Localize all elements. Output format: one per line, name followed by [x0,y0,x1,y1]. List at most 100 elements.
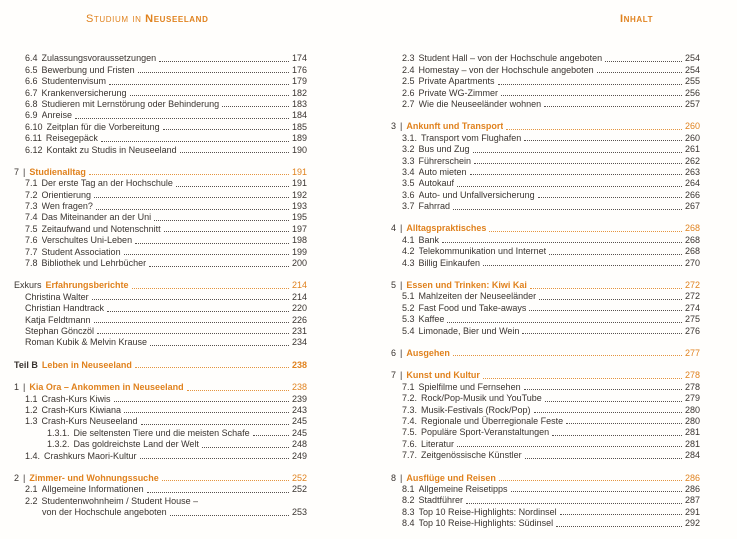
entry-title: Stadtführer [418,495,464,506]
entry-title: Studentenwohnheim / Student House – [41,495,199,506]
toc-entry-chapter: 5 | Essen und Trinken: Kiwi Kai 272 [391,279,700,290]
page-number: 243 [291,404,307,415]
entry-number: 2.6 [402,87,415,98]
page-number: 263 [684,166,700,177]
dot-leader [95,208,289,210]
toc-entry-item: 8.2 Stadtführer 287 [391,494,700,505]
toc-entry-excursus: Exkurs Erfahrungsberichte 214 [14,279,307,290]
toc-entry-chapter: 4 | Alltagspraktisches 268 [391,222,700,233]
entry-title: Ankunft und Transport [406,121,504,132]
entry-number: 8 [391,472,397,483]
dot-leader [91,299,289,301]
page-number: 292 [684,518,700,529]
entry-title: Crash-Kurs Kiwis [41,393,111,404]
entry-number: 5.1 [402,291,415,302]
toc-entry-person: Christina Walter 214 [14,290,307,302]
dot-leader [252,435,289,437]
toc-entry-item: 6.5 Bewerbung und Fristen 176 [14,63,307,75]
dot-leader [163,231,289,233]
entry-number: 6.6 [25,76,38,87]
page-number: 278 [684,381,700,392]
dot-leader [457,446,682,448]
entry-title: Zeitplan für die Vorbereitung [46,121,160,132]
dot-leader [442,242,682,244]
page-number: 191 [291,166,307,177]
page-number: 184 [291,110,307,121]
page-number: 249 [291,450,307,461]
dot-leader [162,129,289,131]
dot-leader [139,458,289,459]
page-number: 274 [684,302,700,313]
page-number: 281 [684,427,700,438]
page-number: 238 [291,382,307,393]
page-number: 279 [684,393,700,404]
entry-number: 7.6 [25,235,38,246]
toc-entry-item: 4.1 Bank 268 [391,233,700,245]
page-number: 280 [684,404,700,415]
page-number: 234 [291,337,307,348]
entry-title: Private Apartments [418,76,495,87]
entry-number: 1.3.1. [47,427,70,438]
dot-leader [472,151,682,153]
entry-title: Bewerbung und Fristen [41,64,135,75]
dot-leader [94,197,289,199]
page-number: 277 [684,347,700,358]
page-number: 268 [684,246,700,257]
dot-leader [159,60,289,62]
page-number: 248 [291,439,307,450]
toc-entry-item: 7.6 Verschultes Uni-Leben 198 [14,234,307,245]
dot-leader [501,95,682,97]
page-number: 185 [291,121,307,132]
toc-entry-item: 6.4 Zulassungsvoraussetzungen 174 [14,52,307,63]
entry-number: 7.7. [402,450,418,461]
toc-entry-item: 6.12 Kontakt zu Studis in Neuseeland 190 [14,143,307,155]
toc-left-page: 6.4 Zulassungsvoraussetzungen 174 6.5 Bewerb… [14,52,307,517]
dot-leader [154,219,289,221]
dot-leader [452,355,682,357]
page-number: 190 [291,144,307,155]
dot-leader [489,230,682,232]
entry-title: Transport vom Flughafen [421,132,522,143]
entry-title: Zimmer- und Wohnungssuche [29,472,159,483]
toc-entry-item: 5.2 Fast Food und Take-aways 274 [391,301,700,313]
toc-entry-chapter: 7 | Kunst und Kultur 278 [391,369,700,380]
entry-title: von der Hochschule angeboten [42,507,167,518]
entry-title: Rock/Pop-Musik und YouTube [421,393,542,404]
toc-entry-item: 7.6. Literatur 281 [391,437,700,449]
entry-title: Student Association [41,246,121,257]
page-number: 254 [684,64,700,75]
toc-entry-item: 7.2 Orientierung 192 [14,188,307,200]
entry-title: Christina Walter [25,291,89,302]
entry-title: Verschultes Uni-Leben [41,235,133,246]
entry-number: 2 [14,472,20,483]
toc-entry-item: 6.7 Krankenversicherung 182 [14,86,307,98]
entry-title: Ausgehen [406,347,450,358]
page-number: 193 [291,201,307,212]
toc-entry-item: 6.9 Anreise 184 [14,109,307,120]
entry-number: 6.11 [25,133,42,144]
entry-number: 7.1 [25,178,38,189]
entry-number: 3.2 [402,144,415,155]
page-number: 192 [291,189,307,200]
toc-entry-person: Stephan Gönczöl 231 [14,325,307,336]
entry-title: Crashkurs Maori-Kultur [44,450,137,461]
toc-entry-item: 1.2 Crash-Kurs Kiwiana 243 [14,404,307,415]
dot-leader [123,254,289,256]
entry-number: 1.3.2. [47,439,70,450]
page-number: 226 [291,314,307,325]
page-number: 200 [291,258,307,269]
entry-title: Student Hall – von der Hochschule angebo… [418,53,603,64]
entry-number: 2.7 [402,98,415,109]
entry-number: 6.9 [25,110,38,121]
toc-entry-person: Christian Handtrack 220 [14,302,307,313]
toc-entry-item: 3.7 Fahrrad 267 [391,200,700,211]
entry-title: Private WG-Zimmer [418,87,499,98]
toc-entry-item: 5.4 Limonade, Bier und Wein 276 [391,324,700,336]
page-header-right: Inhalt [620,13,654,25]
page-number: 231 [291,325,307,336]
toc-entry-item: 6.11 Reisegepäck 189 [14,132,307,143]
entry-separator: | [400,121,403,132]
entry-number: 5.4 [402,325,415,336]
page-number: 270 [684,257,700,268]
toc-entry-item: 2.3 Student Hall – von der Hochschule ang… [391,52,700,63]
